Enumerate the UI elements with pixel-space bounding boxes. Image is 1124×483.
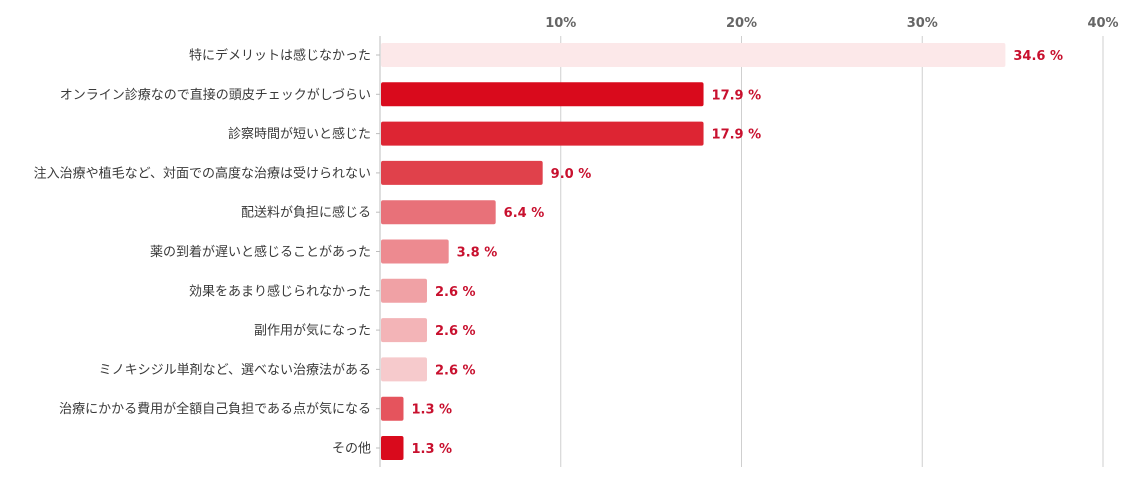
value-label: 3.8 % — [457, 246, 498, 261]
value-label: 17.9 % — [712, 88, 762, 103]
value-label: 9.0 % — [551, 167, 592, 182]
value-label: 2.6 % — [435, 324, 476, 339]
bar — [381, 396, 404, 421]
bar — [381, 318, 427, 343]
category-label: 副作用が気になった — [254, 323, 371, 339]
category-label: その他 — [332, 442, 371, 457]
category-label: 注入治療や植毛など、対面での高度な治療は受けられない — [34, 165, 371, 181]
x-tick-label: 10% — [545, 16, 576, 31]
x-tick-label: 20% — [726, 16, 757, 31]
value-label: 1.3 % — [411, 442, 452, 457]
value-label: 17.9 % — [712, 128, 762, 143]
bar — [381, 160, 543, 185]
value-label: 2.6 % — [435, 285, 476, 300]
value-label: 6.4 % — [504, 206, 545, 221]
value-label: 34.6 % — [1013, 49, 1063, 64]
category-label: 診察時間が短いと感じた — [228, 126, 371, 142]
bar — [381, 357, 427, 382]
bar — [381, 436, 404, 460]
bar — [381, 82, 704, 107]
bar — [381, 121, 704, 146]
category-label: ミノキシジル単剤など、選べない治療法がある — [99, 362, 371, 378]
bar — [381, 43, 1006, 67]
bar — [381, 200, 496, 225]
category-label: 効果をあまり感じられなかった — [189, 283, 371, 299]
category-label: オンライン診療なので直接の頭皮チェックがしづらい — [60, 87, 371, 103]
x-tick-label: 30% — [907, 16, 938, 31]
value-label: 2.6 % — [435, 363, 476, 378]
category-label: 治療にかかる費用が全額自己負担である点が気になる — [59, 401, 371, 417]
bar — [381, 239, 449, 264]
bar — [381, 278, 427, 303]
category-label: 配送料が負担に感じる — [241, 205, 371, 221]
label-layer: 10% 20% 30% 40% 特にデメリットは感じなかった 34.6 % オンライン診療な… — [34, 16, 1119, 457]
value-label: 1.3 % — [411, 403, 452, 418]
bar-layer — [381, 43, 1006, 460]
x-tick-label: 40% — [1087, 16, 1118, 31]
category-label: 薬の到着が遅いと感じることがあった — [150, 244, 371, 260]
grid-layer — [376, 36, 1104, 467]
category-label: 特にデメリットは感じなかった — [189, 48, 371, 64]
